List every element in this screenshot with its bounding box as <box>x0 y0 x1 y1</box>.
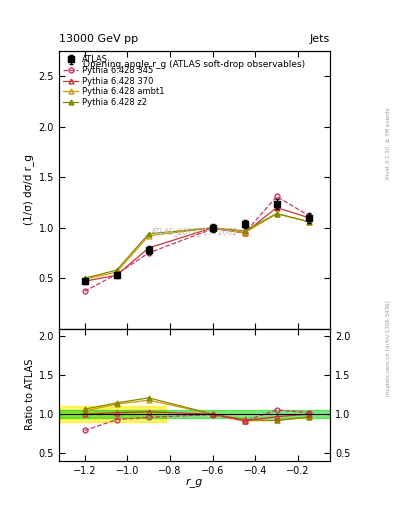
Pythia 6.428 z2 <box>114 267 119 273</box>
Line: Pythia 6.428 345: Pythia 6.428 345 <box>82 194 311 294</box>
Pythia 6.428 345 <box>242 230 247 236</box>
X-axis label: r_g: r_g <box>186 477 203 487</box>
Pythia 6.428 370 <box>114 272 119 278</box>
Line: Pythia 6.428 370: Pythia 6.428 370 <box>82 205 311 284</box>
Pythia 6.428 345 <box>210 226 215 232</box>
Pythia 6.428 z2 <box>242 228 247 234</box>
Pythia 6.428 ambt1 <box>146 233 151 239</box>
Line: Pythia 6.428 ambt1: Pythia 6.428 ambt1 <box>82 211 311 282</box>
Pythia 6.428 ambt1 <box>242 230 247 236</box>
Text: mcplots.cern.ch [arXiv:1306.3436]: mcplots.cern.ch [arXiv:1306.3436] <box>386 301 391 396</box>
Pythia 6.428 370 <box>146 245 151 251</box>
Pythia 6.428 z2 <box>274 210 279 217</box>
Pythia 6.428 345 <box>274 194 279 200</box>
Pythia 6.428 z2 <box>210 225 215 231</box>
Y-axis label: Ratio to ATLAS: Ratio to ATLAS <box>24 359 35 431</box>
Pythia 6.428 370 <box>274 204 279 210</box>
Legend: ATLAS, Pythia 6.428 345, Pythia 6.428 370, Pythia 6.428 ambt1, Pythia 6.428 z2: ATLAS, Pythia 6.428 345, Pythia 6.428 37… <box>61 54 167 109</box>
Pythia 6.428 345 <box>114 271 119 278</box>
Pythia 6.428 ambt1 <box>274 210 279 217</box>
Pythia 6.428 345 <box>307 212 311 219</box>
Pythia 6.428 370 <box>82 278 87 284</box>
Pythia 6.428 ambt1 <box>114 269 119 275</box>
Text: 13000 GeV pp: 13000 GeV pp <box>59 33 138 44</box>
Text: Rivet 3.1.10, ≥ 3M events: Rivet 3.1.10, ≥ 3M events <box>386 108 391 179</box>
Y-axis label: (1/σ) dσ/d r_g: (1/σ) dσ/d r_g <box>24 155 35 225</box>
Text: ATLAS_2019_I1772062: ATLAS_2019_I1772062 <box>151 227 238 236</box>
Pythia 6.428 345 <box>146 250 151 256</box>
Pythia 6.428 345 <box>82 288 87 294</box>
Line: Pythia 6.428 z2: Pythia 6.428 z2 <box>82 211 311 281</box>
Pythia 6.428 ambt1 <box>82 276 87 282</box>
Text: Opening angle r_g (ATLAS soft-drop observables): Opening angle r_g (ATLAS soft-drop obser… <box>83 59 306 69</box>
Pythia 6.428 370 <box>307 215 311 221</box>
Pythia 6.428 ambt1 <box>307 219 311 225</box>
Pythia 6.428 370 <box>210 225 215 231</box>
Pythia 6.428 z2 <box>307 219 311 225</box>
Pythia 6.428 370 <box>242 230 247 236</box>
Pythia 6.428 ambt1 <box>210 225 215 231</box>
Text: Jets: Jets <box>310 33 330 44</box>
Pythia 6.428 z2 <box>82 275 87 281</box>
Pythia 6.428 z2 <box>146 231 151 237</box>
